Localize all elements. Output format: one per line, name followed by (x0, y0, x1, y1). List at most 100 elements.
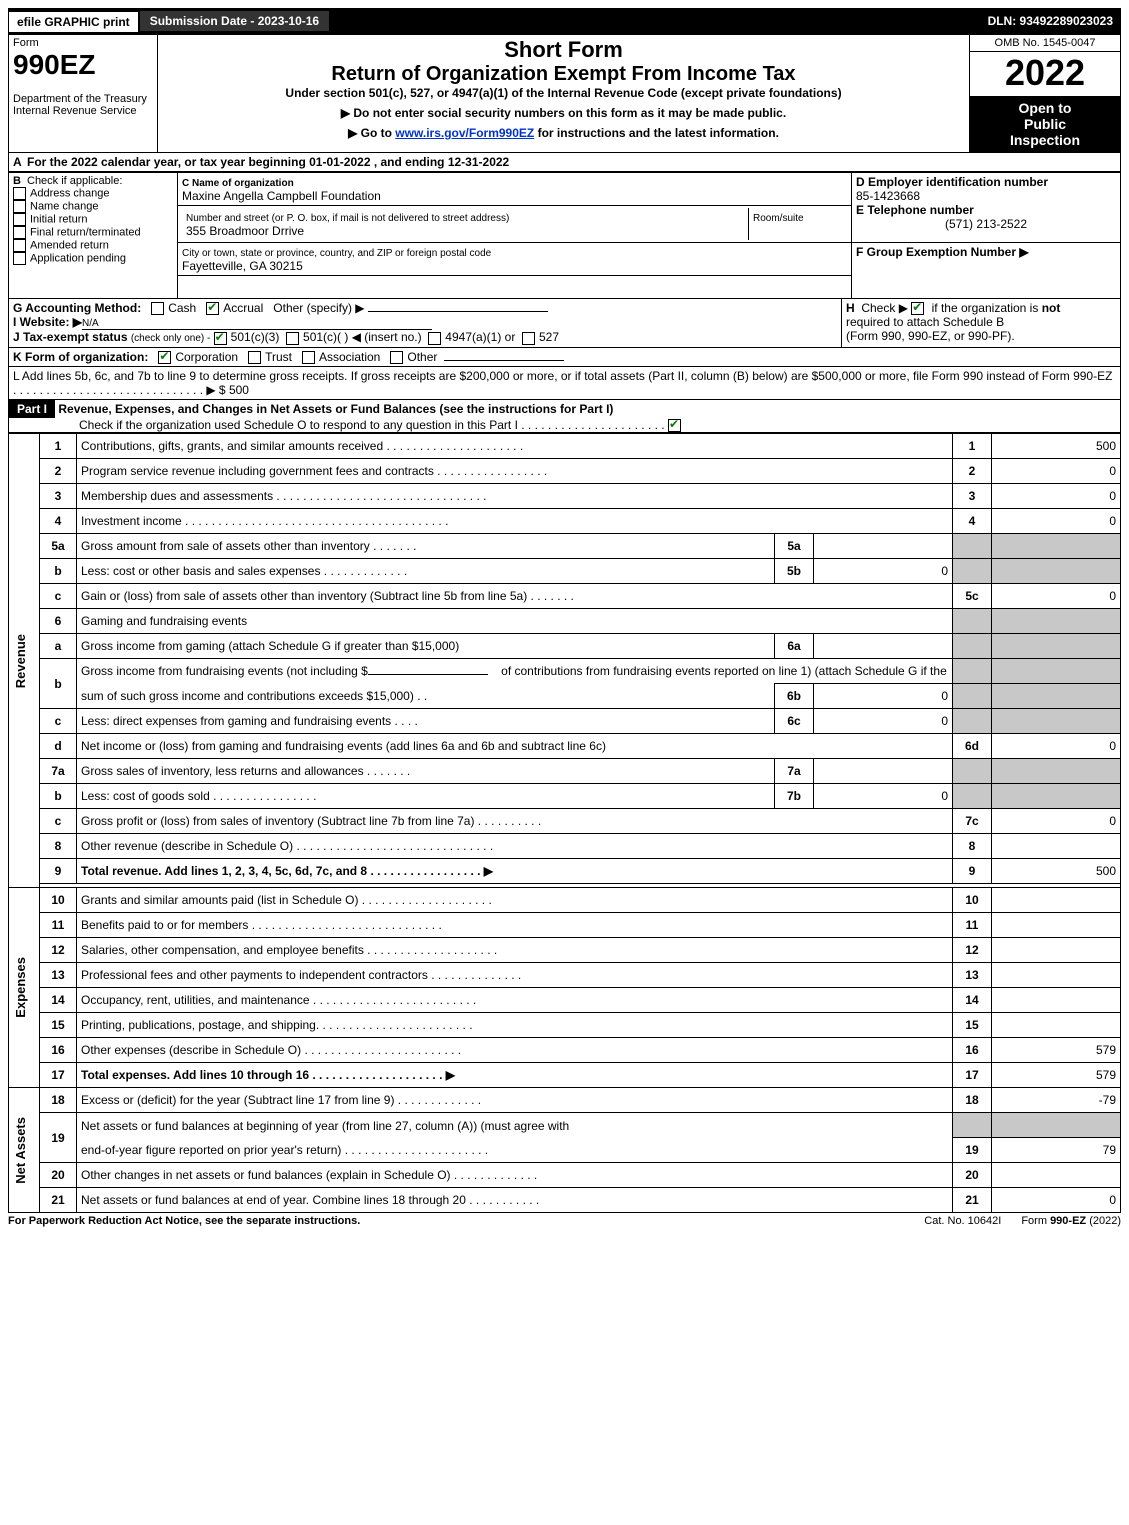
g-cash: Cash (168, 301, 196, 315)
checkbox-4947[interactable] (428, 332, 441, 345)
city-label: City or town, state or province, country… (182, 248, 491, 259)
line-9-v: 500 (992, 859, 1121, 884)
section-c-street: Number and street (or P. O. box, if mail… (178, 206, 852, 243)
line-10-v (992, 888, 1121, 913)
line-13-n: 13 (953, 963, 992, 988)
efile-print-button[interactable]: efile GRAPHIC print (8, 11, 139, 32)
room-label: Room/suite (753, 213, 804, 224)
checkbox-other-org[interactable] (390, 351, 403, 364)
form-word: Form (13, 37, 39, 49)
line-3-n: 3 (953, 484, 992, 509)
checkbox-cash[interactable] (151, 302, 164, 315)
dln-label: DLN: 93492289023023 (988, 14, 1121, 28)
h-t3: required to attach Schedule B (846, 315, 1004, 329)
line-1-v: 500 (992, 434, 1121, 459)
checkbox-corp[interactable] (158, 351, 171, 364)
checkbox-amended-return[interactable] (13, 239, 26, 252)
line-9-n: 9 (953, 859, 992, 884)
opt-amended: Amended return (30, 239, 109, 251)
line-7a-desc: Gross sales of inventory, less returns a… (77, 759, 775, 784)
other-org-line[interactable] (444, 360, 564, 361)
checkbox-trust[interactable] (248, 351, 261, 364)
checkbox-app-pending[interactable] (13, 252, 26, 265)
line-16-v: 579 (992, 1038, 1121, 1063)
line-9-desc: Total revenue. Add lines 1, 2, 3, 4, 5c,… (77, 859, 953, 884)
line-7b-sv: 0 (814, 784, 953, 809)
website-value: N/A (82, 318, 432, 330)
tax-year: 2022 (970, 52, 1120, 94)
line-3-desc: Membership dues and assessments . . . . … (77, 484, 953, 509)
note-post: for instructions and the latest informat… (534, 126, 779, 140)
section-l: L Add lines 5b, 6c, and 7b to line 9 to … (8, 367, 1121, 400)
line-5c-v: 0 (992, 584, 1121, 609)
top-bar: efile GRAPHIC print Submission Date - 20… (8, 8, 1121, 34)
phone-value: (571) 213-2522 (945, 217, 1027, 231)
line-7b-sn: 7b (775, 784, 814, 809)
k-corp: Corporation (175, 350, 238, 364)
checkbox-assoc[interactable] (302, 351, 315, 364)
section-g-cell: G Accounting Method: Cash Accrual Other … (9, 299, 842, 347)
line-6b-sn: 6b (775, 684, 814, 709)
line-12-n: 12 (953, 938, 992, 963)
submission-date-badge: Submission Date - 2023-10-16 (139, 10, 330, 32)
line-6-desc: Gaming and fundraising events (77, 609, 953, 634)
opt-pending: Application pending (30, 252, 126, 264)
section-b-cell: BCheck if applicable: Address change Nam… (9, 173, 178, 299)
short-form-title: Short Form (162, 37, 965, 63)
line-7a-sv (814, 759, 953, 784)
line-6b-desc-2: sum of such gross income and contributio… (77, 684, 775, 709)
line-7c-n: 7c (953, 809, 992, 834)
line-17-v: 579 (992, 1063, 1121, 1088)
checkbox-name-change[interactable] (13, 200, 26, 213)
line-5a-shade1 (953, 534, 992, 559)
line-21-v: 0 (992, 1188, 1121, 1213)
expenses-vertical-label: Expenses (9, 888, 40, 1088)
other-specify-line[interactable] (368, 311, 548, 312)
section-h-cell: H Check ▶ if the organization is not req… (842, 299, 1121, 347)
section-f-cell: F Group Exemption Number ▶ (852, 243, 1121, 299)
note-pre: ▶ Go to (348, 126, 395, 140)
line-5a-sn: 5a (775, 534, 814, 559)
h-not: not (1042, 301, 1061, 315)
checkbox-address-change[interactable] (13, 187, 26, 200)
line-19-n: 19 (953, 1138, 992, 1163)
checkbox-501c[interactable] (286, 332, 299, 345)
part1-lines-table: Revenue 1 Contributions, gifts, grants, … (8, 433, 1121, 1213)
checkbox-initial-return[interactable] (13, 213, 26, 226)
checkbox-h[interactable] (911, 302, 924, 315)
line-6b-sv: 0 (814, 684, 953, 709)
irs-link[interactable]: www.irs.gov/Form990EZ (395, 126, 534, 140)
g-accrual: Accrual (223, 301, 263, 315)
line-18-n: 18 (953, 1088, 992, 1113)
f-label: F Group Exemption Number ▶ (856, 245, 1029, 259)
line-6a-sv (814, 634, 953, 659)
line-12-desc: Salaries, other compensation, and employ… (77, 938, 953, 963)
line-5b-desc: Less: cost or other basis and sales expe… (77, 559, 775, 584)
j-501c: 501(c)( ) ◀ (insert no.) (303, 330, 422, 344)
header-right-cell: OMB No. 1545-0047 2022 Open to Public In… (970, 35, 1121, 153)
h-t2: if the organization is (932, 301, 1039, 315)
line-13-v (992, 963, 1121, 988)
b-label: Check if applicable: (27, 175, 122, 187)
line-11-desc: Benefits paid to or for members . . . . … (77, 913, 953, 938)
checkbox-accrual[interactable] (206, 302, 219, 315)
k-label: K Form of organization: (13, 350, 148, 364)
header-left-cell: Form 990EZ Department of the Treasury In… (9, 35, 158, 153)
line-16-n: 16 (953, 1038, 992, 1063)
checkbox-527[interactable] (522, 332, 535, 345)
part1-title: Revenue, Expenses, and Changes in Net As… (58, 402, 613, 416)
checkbox-schedule-o[interactable] (668, 419, 681, 432)
k-other: Other (407, 350, 437, 364)
line-2-v: 0 (992, 459, 1121, 484)
line-14-n: 14 (953, 988, 992, 1013)
line-7a-sn: 7a (775, 759, 814, 784)
checkbox-final-return[interactable] (13, 226, 26, 239)
checkbox-501c3[interactable] (214, 332, 227, 345)
line-6d-v: 0 (992, 734, 1121, 759)
line-6b-desc-1: Gross income from fundraising events (no… (77, 659, 953, 684)
line-5a-sv (814, 534, 953, 559)
dept-label: Department of the Treasury Internal Reve… (13, 93, 147, 117)
line-15-n: 15 (953, 1013, 992, 1038)
ein-value: 85-1423668 (856, 189, 920, 203)
j-501c3: 501(c)(3) (231, 330, 280, 344)
